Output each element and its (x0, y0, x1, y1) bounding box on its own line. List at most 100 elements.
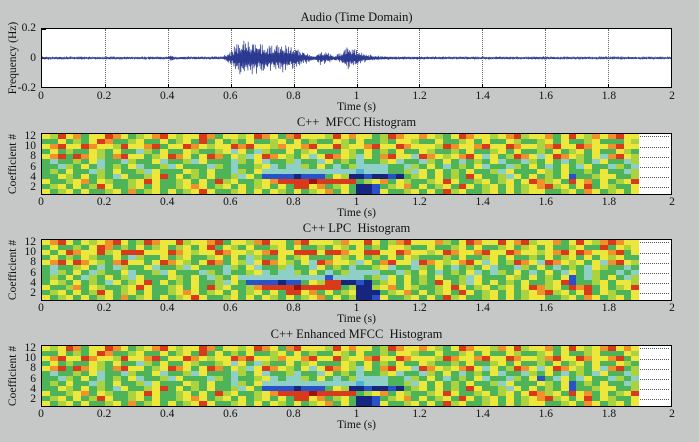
y-tick-label: 2 (30, 393, 36, 406)
horizontal-gridline (639, 242, 669, 244)
y-tick-label: 10 (24, 139, 37, 152)
heatmap-row (42, 159, 640, 164)
x-tick-label: 1.6 (538, 90, 553, 102)
x-tick-label: 1 (353, 302, 360, 314)
y-tick-label: -0.2 (17, 82, 36, 94)
heatmap-row (42, 245, 640, 250)
enhanced-mfcc-y-tick-labels: 12 10 8 6 4 2 (0, 341, 38, 407)
heatmap-row (42, 346, 640, 351)
x-tick-label: 0.8 (286, 90, 301, 102)
heatmap-row (42, 154, 640, 159)
x-tick-label: 0.4 (160, 90, 175, 102)
heatmap-row (42, 391, 640, 396)
mfcc-x-tick-labels: 0 0.2 0.4 0.6 0.8 1 1.2 1.4 1.6 1.8 2 (38, 196, 675, 209)
x-tick-label: 0.6 (223, 302, 238, 314)
y-tick-label: 4 (30, 170, 36, 183)
enhanced-mfcc-x-tick-labels: 0 0.2 0.4 0.6 0.8 1 1.2 1.4 1.6 1.8 2 (38, 408, 675, 421)
lpc-heatmap (41, 239, 672, 301)
x-tick-label: 2 (669, 90, 675, 102)
heatmap-row (42, 240, 640, 245)
lpc-y-tick-labels: 12 10 8 6 4 2 (0, 235, 38, 301)
x-tick-label: 0.6 (223, 196, 238, 208)
heatmap-row (42, 255, 640, 260)
y-tick-label: 6 (30, 372, 36, 385)
x-tick-label: 1 (353, 408, 360, 420)
enhanced-mfcc-heatmap-empty-region (639, 346, 671, 406)
x-tick-label: 1.4 (475, 90, 490, 102)
horizontal-gridline (639, 368, 669, 370)
x-tick-label: 0 (38, 90, 44, 102)
y-tick-label: 12 (24, 341, 37, 354)
horizontal-gridline (639, 166, 669, 168)
heatmap-row (42, 144, 640, 149)
y-tick-label: 4 (30, 382, 36, 395)
heatmap-row (42, 134, 640, 139)
enhanced-mfcc-histogram-title: C++ Enhanced MFCC Histogram (270, 327, 443, 341)
heatmap-row (42, 270, 640, 275)
lpc-heatmap-empty-region (639, 240, 671, 300)
x-tick-label: 0.8 (286, 196, 301, 208)
x-tick-label: 1 (353, 196, 360, 208)
y-tick-label: 10 (24, 245, 37, 258)
x-tick-label: 1.8 (601, 90, 617, 102)
heatmap-row (42, 351, 640, 356)
horizontal-gridline (639, 388, 669, 390)
y-tick-label: 10 (24, 351, 37, 364)
x-tick-label: 1.4 (475, 408, 490, 420)
y-tick-label: 12 (24, 129, 37, 142)
horizontal-gridline (639, 272, 669, 274)
heatmap-row (42, 179, 640, 184)
mfcc-heatmap-empty-region (639, 134, 671, 194)
x-tick-label: 0.8 (286, 408, 301, 420)
horizontal-gridline (639, 252, 669, 254)
x-tick-label: 1.4 (475, 196, 490, 208)
y-tick-mark (42, 29, 46, 30)
lpc-x-axis-label: Time (s) (337, 313, 376, 325)
audio-x-axis-label: Time (s) (337, 101, 376, 113)
horizontal-gridline (639, 146, 669, 148)
lpc-x-tick-labels: 0 0.2 0.4 0.6 0.8 1 1.2 1.4 1.6 1.8 2 (38, 302, 675, 315)
lpc-histogram-title: C++ LPC Histogram (302, 221, 411, 235)
heatmap-row (42, 386, 640, 391)
y-tick-label: 6 (30, 266, 36, 279)
y-tick-label: 8 (30, 150, 36, 163)
mfcc-histogram-title: C++ MFCC Histogram (296, 115, 417, 129)
x-tick-label: 1.8 (601, 196, 617, 208)
horizontal-gridline (639, 398, 669, 400)
x-tick-label: 1.8 (601, 302, 617, 314)
x-tick-label: 0.2 (96, 302, 112, 314)
x-tick-label: 1.6 (538, 196, 553, 208)
x-tick-mark (608, 84, 610, 87)
y-tick-label: 6 (30, 160, 36, 173)
audio-y-tick-labels: 0.2 0 -0.2 (0, 22, 38, 94)
heatmap-row (42, 376, 640, 381)
x-tick-label: 0.2 (96, 408, 112, 420)
x-tick-label: 0 (38, 196, 44, 208)
heatmap-row (42, 290, 640, 295)
x-tick-mark (545, 84, 547, 87)
mfcc-heatmap-cells (42, 134, 640, 194)
x-tick-label: 1.2 (412, 302, 427, 314)
mfcc-y-tick-labels: 12 10 8 6 4 2 (0, 129, 38, 195)
heatmap-row (42, 366, 640, 371)
horizontal-gridline (639, 136, 669, 138)
x-tick-mark (230, 84, 232, 87)
x-tick-label: 2 (669, 408, 675, 420)
x-tick-label: 0.8 (286, 302, 301, 314)
heatmap-row (42, 361, 640, 366)
y-tick-label: 12 (24, 235, 37, 248)
x-tick-label: 0.4 (160, 196, 175, 208)
y-tick-label: 2 (30, 181, 36, 194)
heatmap-row (42, 260, 640, 265)
x-tick-label: 1.4 (475, 302, 490, 314)
audio-plot-area (41, 28, 672, 88)
x-tick-label: 2 (669, 196, 675, 208)
horizontal-gridline (639, 186, 669, 188)
x-tick-label: 2 (669, 302, 675, 314)
x-tick-mark (356, 84, 358, 87)
y-tick-label: 8 (30, 362, 36, 375)
y-tick-label: 0 (30, 52, 36, 64)
enhanced-mfcc-heatmap-cells (42, 346, 640, 406)
y-tick-label: 4 (30, 276, 36, 289)
x-tick-mark (104, 84, 106, 87)
